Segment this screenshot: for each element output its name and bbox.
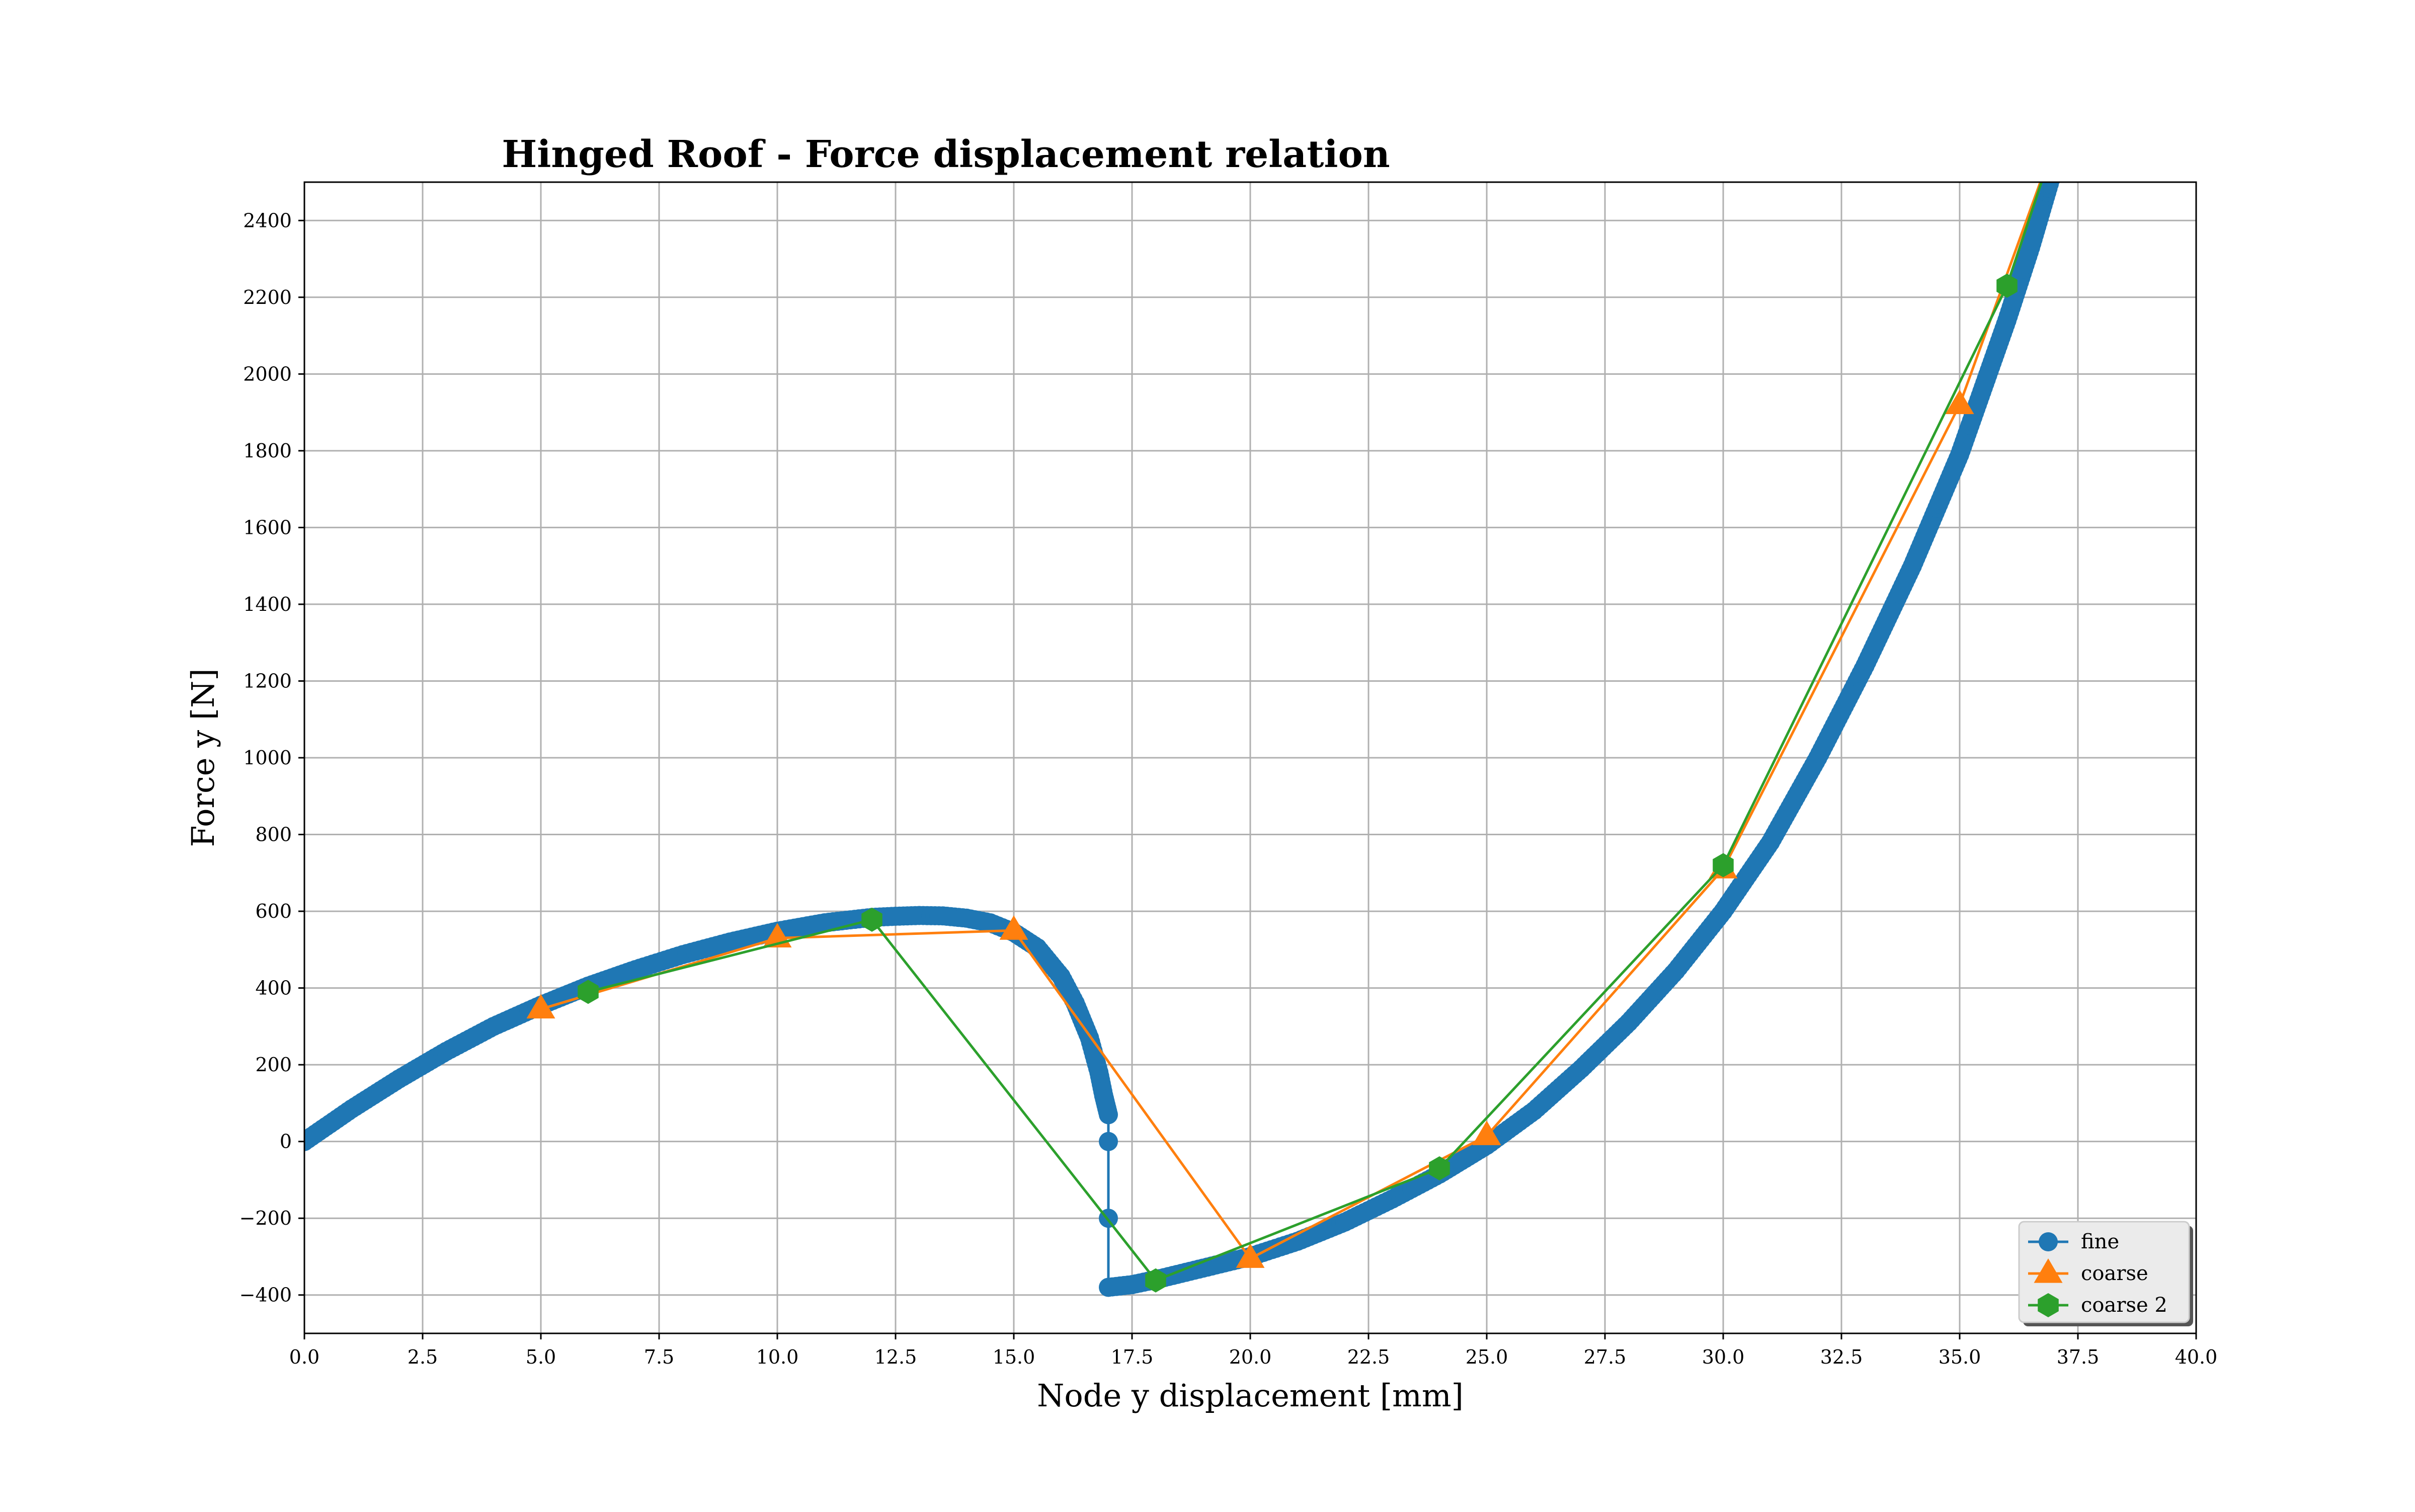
series-layer: [304, 129, 2069, 1297]
legend-marker-fine: [2039, 1232, 2058, 1251]
y-tick-label: −200: [239, 1207, 292, 1229]
x-tick-label: 7.5: [644, 1346, 674, 1368]
data-point-coarse: [1236, 1243, 1265, 1268]
legend-label-coarse-2: coarse 2: [2081, 1294, 2167, 1317]
x-tick-label: 0.0: [289, 1346, 319, 1368]
x-tick-label: 12.5: [874, 1346, 917, 1368]
x-tick-label: 30.0: [1702, 1346, 1745, 1368]
y-tick-label: 200: [255, 1054, 292, 1076]
data-point-fine: [2041, 182, 2060, 189]
ticks: 0.0 2.5 5.0 7.5 10.0 12.5 15.0 17.5 20.0 22.5 25.0…: [239, 209, 2218, 1368]
y-tick-label: 1800: [243, 440, 292, 462]
data-point-coarse: [526, 994, 555, 1019]
x-tick-label: 40.0: [2175, 1346, 2218, 1368]
data-point-coarse-2: [1145, 1268, 1166, 1293]
grid: [303, 182, 2197, 1333]
data-point-coarse-2: [578, 980, 599, 1004]
data-point-coarse-2: [1996, 273, 2018, 298]
y-tick-label: 600: [255, 900, 292, 922]
legend-marker-coarse-2: [2038, 1293, 2059, 1317]
x-tick-label: 5.0: [526, 1346, 556, 1368]
x-tick-label: 37.5: [2057, 1346, 2100, 1368]
data-point-fine: [2045, 157, 2064, 176]
y-tick-label: 800: [255, 824, 292, 846]
data-point-coarse-2: [861, 907, 882, 932]
data-point-coarse: [999, 915, 1028, 940]
x-tick-label: 25.0: [1466, 1346, 1508, 1368]
y-tick-label: 1600: [243, 516, 292, 538]
legend-label-coarse: coarse: [2081, 1262, 2148, 1285]
legend-box: [2018, 1221, 2190, 1323]
data-point-coarse: [2040, 129, 2069, 153]
x-tick-label: 17.5: [1111, 1346, 1154, 1368]
y-tick-label: −400: [239, 1284, 292, 1306]
data-point-fine: [1099, 1105, 1118, 1125]
x-tick-label: 27.5: [1584, 1346, 1627, 1368]
y-tick-label: 0: [280, 1131, 292, 1153]
y-tick-label: 400: [255, 977, 292, 999]
legend: fine coarse coarse 2: [2018, 1221, 2193, 1326]
y-tick-label: 2200: [243, 286, 292, 308]
x-tick-label: 2.5: [408, 1346, 438, 1368]
data-point-coarse-2: [2044, 132, 2065, 156]
data-point-fine: [1099, 1132, 1118, 1151]
data-point-coarse-2: [1429, 1156, 1450, 1181]
x-tick-label: 15.0: [993, 1346, 1035, 1368]
y-tick-label: 2400: [243, 209, 292, 231]
x-tick-label: 10.0: [756, 1346, 799, 1368]
series-line-coarse: [540, 182, 2042, 1260]
x-tick-label: 35.0: [1939, 1346, 1981, 1368]
data-point-coarse: [1945, 389, 1974, 414]
x-tick-label: 32.5: [1820, 1346, 1863, 1368]
y-axis-label: Force y [N]: [185, 668, 221, 847]
data-point-coarse: [1472, 1121, 1501, 1145]
legend-marker-coarse: [2034, 1258, 2063, 1283]
legend-label-fine: fine: [2081, 1230, 2119, 1253]
chart-title: Hinged Roof - Force displacement relatio…: [502, 133, 1390, 176]
x-axis-label: Node y displacement [mm]: [1037, 1377, 1464, 1414]
data-point-fine: [2044, 162, 2063, 181]
x-tick-label: 22.5: [1347, 1346, 1390, 1368]
y-tick-label: 1400: [243, 593, 292, 615]
y-tick-label: 1200: [243, 670, 292, 692]
y-tick-label: 2000: [243, 363, 292, 385]
data-point-coarse-2: [1713, 853, 1734, 878]
x-tick-label: 20.0: [1229, 1346, 1272, 1368]
y-tick-label: 1000: [243, 747, 292, 769]
